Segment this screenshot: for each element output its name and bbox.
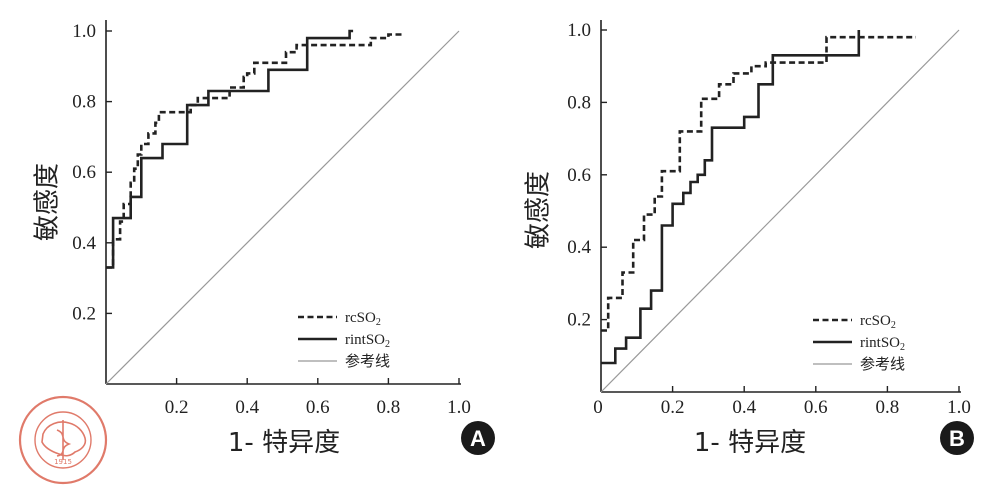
- plot-area-b: [600, 20, 961, 393]
- x-tick-label: 0.4: [235, 397, 259, 418]
- y-axis-title-a: 敏感度: [33, 163, 63, 241]
- series-line-rcso: [601, 35, 916, 332]
- y-tick-label: 0.6: [567, 165, 591, 186]
- x-tick-label: 0.2: [165, 397, 189, 418]
- x-tick-label: 1.0: [447, 397, 471, 418]
- plot-area-a: [105, 20, 461, 385]
- panel-label-b: B: [940, 421, 974, 455]
- series-line-reference: [105, 30, 460, 385]
- series-line-rintso: [601, 30, 861, 365]
- ticks-a: 0.2 0.4 0.6 0.8 1.0 0.2 0.4 0.6 0.8 1.0: [72, 21, 471, 418]
- x-tick-label: 1.0: [947, 397, 971, 418]
- legend-entry-label: 参考线: [345, 353, 390, 370]
- y-tick-label: 0.8: [567, 92, 591, 113]
- legend-entry-label: rintSO2: [345, 332, 390, 350]
- y-tick-label: 0.6: [72, 162, 96, 183]
- y-tick-label: 0.2: [567, 310, 591, 331]
- y-tick-label: 1.0: [567, 20, 591, 41]
- y-tick-label: 0.8: [72, 92, 96, 113]
- y-tick-label: 0.2: [72, 303, 96, 324]
- ticks-b: 0.2 0.4 0.6 0.8 1.0 0.2 0.4 0.6 0.8 1.0 0: [567, 20, 971, 418]
- chart-panel-b: 0.2 0.4 0.6 0.8 1.0 0.2 0.4 0.6 0.8 1.0 0 敏感度 1- 特…: [524, 20, 974, 458]
- legend-entry-label: rcSO2: [345, 310, 381, 328]
- x-tick-label: 0.6: [306, 397, 330, 418]
- x-axis-title-a: 1- 特异度: [228, 428, 340, 458]
- series-line-rintso: [106, 29, 354, 269]
- cma-logo-outer-ring: [18, 395, 108, 485]
- origin-tick-label: 0: [593, 397, 603, 418]
- y-tick-label: 0.4: [72, 233, 96, 254]
- cma-logo-map-shape: [41, 421, 87, 457]
- x-axis-title-b: 1- 特异度: [694, 428, 806, 458]
- series-line-reference: [600, 29, 960, 393]
- panel-label-a: A: [461, 421, 495, 455]
- y-tick-label: 0.4: [567, 237, 591, 258]
- legend-b: rcSO2 rintSO2 参考线: [813, 313, 905, 373]
- legend-entry-label: rcSO2: [860, 313, 896, 331]
- legend-entry-label: rintSO2: [860, 335, 905, 353]
- cma-logo-year: 1915: [54, 458, 72, 466]
- svg-text:A: A: [470, 426, 486, 451]
- legend-a: rcSO2 rintSO2 参考线: [298, 310, 390, 370]
- cma-logo-staff-icon: [56, 420, 72, 460]
- legend-entry-label: 参考线: [860, 356, 905, 373]
- x-tick-label: 0.6: [804, 397, 828, 418]
- chart-panel-a: 0.2 0.4 0.6 0.8 1.0 0.2 0.4 0.6 0.8 1.0 敏感度 1- 特异…: [33, 20, 495, 458]
- x-tick-label: 0.8: [876, 397, 900, 418]
- y-axis-title-b: 敏感度: [524, 171, 554, 249]
- x-tick-label: 0.8: [377, 397, 401, 418]
- series-line-rcso: [106, 33, 403, 269]
- series-b: [600, 29, 960, 393]
- x-tick-label: 0.4: [732, 397, 756, 418]
- x-tick-label: 0.2: [661, 397, 685, 418]
- y-tick-label: 1.0: [72, 21, 96, 42]
- cma-logo-seal: 1915: [18, 395, 108, 485]
- svg-text:B: B: [949, 426, 965, 451]
- cma-logo-inner-ring: [34, 411, 92, 469]
- series-a: [105, 29, 460, 385]
